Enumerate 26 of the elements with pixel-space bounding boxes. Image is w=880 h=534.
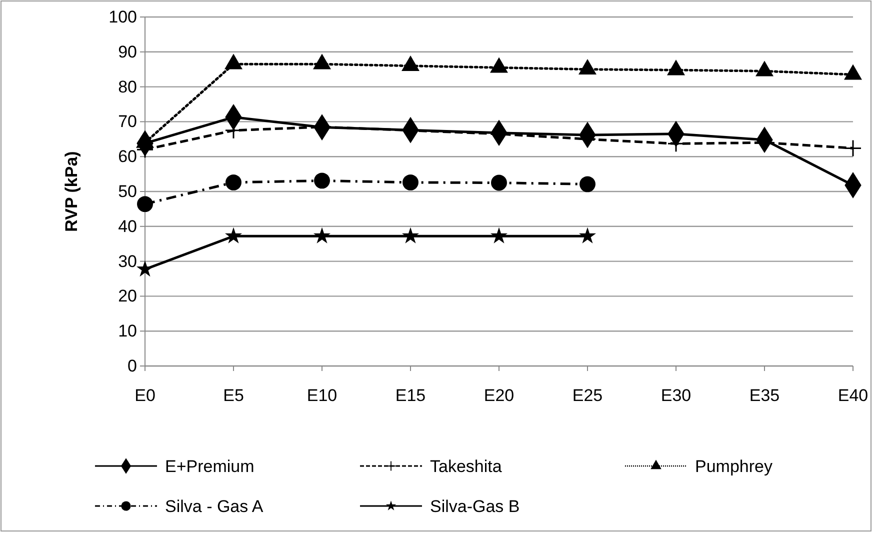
y-tick-label: 70	[118, 112, 137, 132]
legend-label: Silva - Gas A	[165, 497, 264, 516]
y-tick-label: 10	[118, 322, 137, 341]
x-tick-label: E0	[134, 386, 156, 406]
x-tick-label: E15	[395, 386, 426, 406]
x-tick-label: E40	[838, 386, 868, 406]
x-tick-label: E10	[306, 386, 338, 406]
legend-label: Silva-Gas B	[430, 497, 520, 516]
y-tick-label: 30	[118, 252, 137, 271]
y-tick-label: 50	[118, 182, 137, 201]
x-tick-label: E25	[572, 386, 603, 406]
y-tick-label: 20	[118, 286, 137, 306]
x-tick-label: E30	[660, 386, 692, 406]
y-axis-title: RVP (kPa)	[62, 151, 81, 232]
x-tick-label: E5	[223, 386, 244, 406]
y-tick-label: 60	[118, 147, 137, 166]
y-tick-label: 90	[118, 42, 137, 62]
y-tick-label: 0	[128, 356, 137, 376]
x-tick-label: E35	[749, 386, 780, 406]
legend-label: Pumphrey	[695, 457, 773, 476]
y-tick-label: 40	[118, 216, 137, 236]
y-tick-label: 80	[118, 77, 137, 96]
x-tick-label: E20	[484, 386, 514, 406]
legend-label: E+Premium	[165, 457, 254, 476]
y-tick-label: 100	[108, 7, 137, 26]
legend-label: Takeshita	[430, 457, 502, 476]
